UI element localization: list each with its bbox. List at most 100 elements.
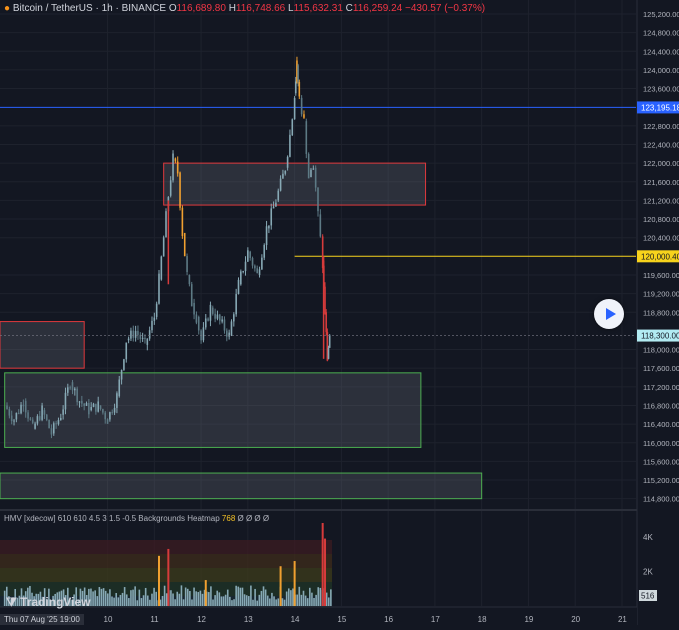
candle-body [10,415,13,422]
candle-body [29,418,32,420]
volume-bar [222,596,225,606]
candle-body [261,257,263,270]
volume-bar [136,600,139,606]
price-label-badge[interactable] [637,329,679,342]
candle-body [256,268,259,274]
candle-body [95,403,97,412]
candle-body [204,318,207,328]
volume-bar [96,596,99,606]
high-label: H [228,3,236,14]
candle-body [242,271,244,273]
price-label-badge[interactable] [637,250,679,263]
volume-bar [117,597,120,606]
volume-bar [220,596,223,606]
volume-bar [58,591,61,606]
volume-bar [31,592,33,606]
low-label: L [288,3,294,14]
time-tick-label: 13 [244,615,253,624]
candle-body [43,410,46,415]
volume-bar [287,588,290,606]
candle-body [59,417,62,421]
candle-body [251,257,254,266]
volume-bar [293,561,296,606]
time-tick-label: 10 [104,615,113,624]
price-label-text: 118,300.00 [641,332,679,341]
price-tick-label: 122,000.00 [643,159,679,168]
volume-bar [281,598,284,606]
candle-body [13,420,15,422]
indicator-legend[interactable]: HMV [xdecow] 610 610 4.5 3 1.5 -0.5 Back… [4,514,269,523]
candle-body [202,327,205,341]
volume-bar [151,593,153,606]
candle-body [74,388,76,391]
volume-bar [226,589,229,606]
volume-bar [204,580,207,606]
candle-body [298,81,301,97]
candle-body [240,271,242,285]
volume-bar [94,590,96,606]
volume-bar [111,596,113,606]
volume-bar [77,599,80,606]
volume-bar [184,587,187,606]
candle-body [169,180,172,196]
time-tick-label: 17 [431,615,440,624]
candle-body [300,97,303,115]
demand-zone[interactable] [0,472,483,500]
volume-bar [317,587,320,606]
candle-body [211,307,214,314]
candle-body [237,279,240,295]
candle-body [268,225,270,229]
volume-tick-label: 4K [643,533,653,542]
candle-body [294,81,297,94]
time-axis[interactable] [0,607,637,625]
candle-body [52,423,55,434]
indicator-extras: Ø Ø Ø Ø [237,514,270,523]
volume-bar [75,587,78,606]
volume-bar [67,587,69,606]
supply-zone[interactable] [0,321,85,369]
candle-body [62,409,64,415]
candle-body [195,314,198,323]
time-tick-label: 15 [337,615,346,624]
candle-body [275,202,277,207]
time-tick-label: 11 [150,615,159,624]
tradingview-logo[interactable]: ⧩ TradingView [6,595,91,610]
volume-bar [271,592,273,606]
volume-heatmap-band [0,554,333,568]
volume-bar [146,595,149,606]
price-tick-label: 124,800.00 [643,29,679,38]
price-label-badge[interactable] [637,101,679,114]
candle-body [197,316,200,331]
play-button[interactable] [594,299,624,329]
volume-bar [102,588,105,606]
candle-body [277,190,280,201]
price-tick-label: 121,200.00 [643,196,679,205]
candle-body [179,172,181,208]
candle-body [155,303,158,317]
demand-zone[interactable] [4,372,422,448]
volume-bar [115,593,118,606]
candle-body [258,269,261,275]
volume-bar [193,587,195,606]
candle-body [8,409,11,416]
volume-bar [203,589,206,606]
volume-bar [324,538,327,606]
symbol-title[interactable]: Bitcoin / TetherUS · 1h · BINANCE [12,3,167,14]
candle-body [272,206,275,209]
candle-body [34,423,36,429]
price-tick-label: 117,200.00 [643,383,679,392]
candle-body [270,208,273,226]
volume-bar [254,588,256,606]
volume-bar [12,597,14,606]
candle-body [247,250,249,262]
volume-bar [243,594,246,606]
volume-bar [302,590,305,606]
volume-heatmap-band [0,568,333,582]
volume-bar [79,588,82,606]
candle-body [69,387,71,389]
volume-bar [165,593,168,606]
supply-zone[interactable] [163,162,427,206]
volume-bar [201,593,204,606]
